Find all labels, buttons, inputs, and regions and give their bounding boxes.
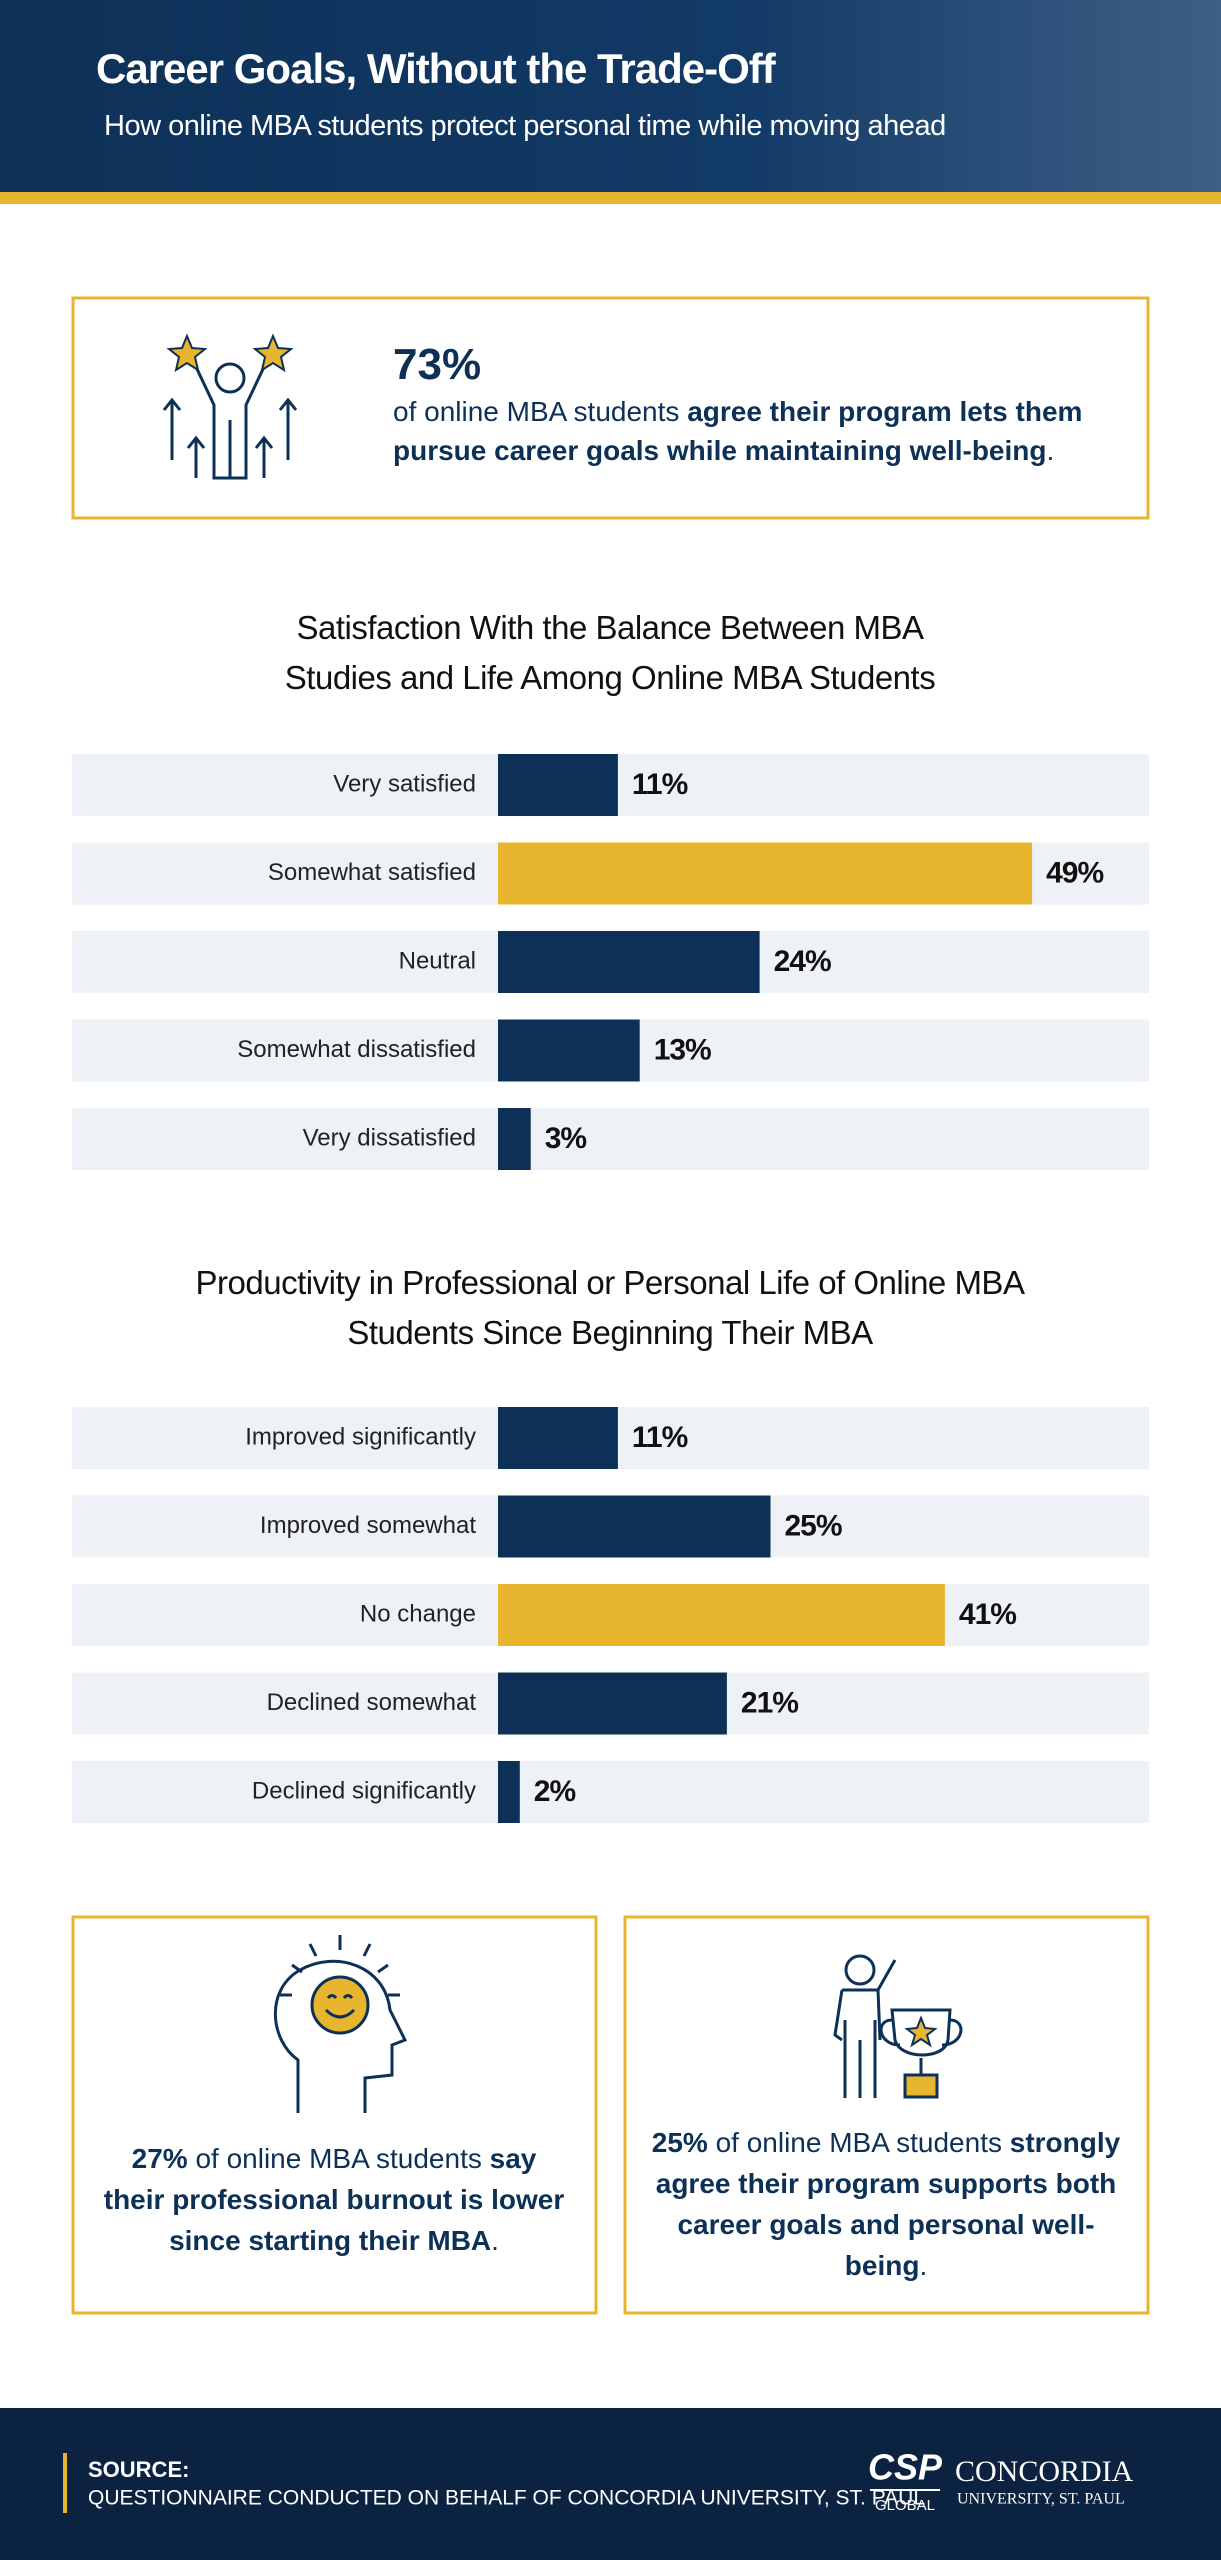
head-icon (273, 1935, 408, 2113)
chart-title: Satisfaction With the Balance Between MB… (284, 609, 936, 696)
value-label: 49% (1046, 856, 1103, 889)
page-title: Career Goals, Without the Trade-Off (96, 45, 776, 92)
category-label: No change (360, 1600, 476, 1627)
callout-end: . (1046, 435, 1055, 466)
stat-box (623, 1915, 1150, 2315)
callout-plain: of online MBA students (393, 396, 680, 427)
value-label: 25% (785, 1509, 842, 1542)
header-band (0, 0, 1221, 192)
value-label: 3% (545, 1122, 587, 1155)
category-label: Declined somewhat (267, 1689, 477, 1716)
value-label: 11% (632, 768, 688, 801)
stat-plain: of online MBA students (195, 2143, 482, 2174)
stat-box (71, 1915, 598, 2315)
bar (498, 1672, 727, 1735)
footer-band (0, 2408, 1221, 2560)
bar (498, 1584, 945, 1646)
bar (498, 1407, 618, 1469)
value-label: 11% (632, 1421, 688, 1454)
stat-text: 25% of online MBA students strongly agre… (646, 2122, 1126, 2286)
page-subtitle: How online MBA students protect personal… (104, 110, 946, 142)
stat-text: 27% of online MBA students say their pro… (99, 2138, 569, 2261)
logo-global: GLOBAL (875, 2497, 935, 2514)
logo-sub: UNIVERSITY, ST. PAUL (957, 2491, 1125, 2508)
row-background (72, 1108, 1149, 1170)
value-label: 13% (654, 1033, 711, 1066)
source-label: SOURCE: (88, 2457, 189, 2482)
trophy-star (904, 2015, 938, 2048)
value-label: 41% (959, 1598, 1016, 1631)
category-label: Improved somewhat (260, 1512, 476, 1539)
value-label: 24% (774, 945, 831, 978)
category-label: Somewhat dissatisfied (237, 1036, 476, 1063)
bar (498, 754, 618, 816)
stat-end: . (919, 2250, 928, 2281)
category-label: Neutral (399, 947, 476, 974)
star-icon (252, 333, 294, 373)
category-label: Improved significantly (245, 1423, 476, 1450)
stat-number: 27% (131, 2143, 188, 2174)
trophy-base (903, 2073, 939, 2099)
logo-mark: CSP (868, 2447, 943, 2488)
source-text: QUESTIONNAIRE CONDUCTED ON BEHALF OF CON… (88, 2487, 925, 2510)
callout-box (71, 296, 1150, 520)
value-label: 2% (534, 1775, 576, 1808)
bar (498, 931, 760, 993)
row-background (72, 1761, 1149, 1823)
bar (498, 1108, 531, 1170)
people-icon (162, 349, 298, 480)
smile-face (310, 1975, 370, 2035)
stat-plain: of online MBA students (715, 2127, 1002, 2158)
stat-emphasis: say their professional burnout is lower … (103, 2143, 565, 2256)
stat-end: . (491, 2225, 499, 2256)
logo-name: CONCORDIA (955, 2455, 1134, 2488)
category-label: Declined significantly (252, 1777, 476, 1804)
bar (498, 1019, 640, 1082)
category-label: Very dissatisfied (303, 1124, 476, 1151)
header-stripe (0, 192, 1221, 204)
stat-number: 25% (651, 2127, 708, 2158)
callout-text: of online MBA students agree their progr… (393, 392, 1093, 470)
stat-emphasis: strongly agree their program supports bo… (655, 2127, 1121, 2281)
category-label: Somewhat satisfied (268, 859, 476, 886)
callout-emphasis: agree their program lets them pursue car… (393, 396, 1083, 466)
footer-accent (63, 2453, 67, 2513)
bar (498, 1761, 520, 1823)
value-label: 21% (741, 1686, 798, 1719)
star-icon (166, 333, 208, 373)
chart-title: Productivity in Professional or Personal… (195, 1264, 1025, 1351)
bar (498, 1495, 771, 1558)
winner-icon (833, 1954, 963, 2098)
bar (498, 842, 1033, 905)
smile (324, 1994, 356, 2019)
callout-stat: 73% (393, 340, 482, 389)
category-label: Very satisfied (333, 770, 476, 797)
